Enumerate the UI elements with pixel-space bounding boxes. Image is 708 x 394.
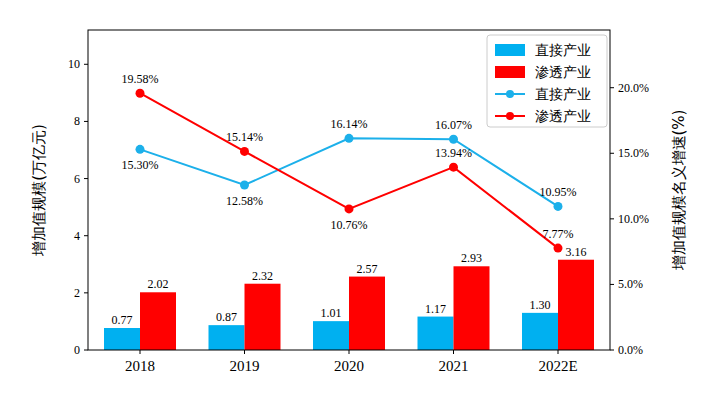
line bbox=[140, 93, 558, 248]
y-tick-label: 4 bbox=[74, 229, 80, 243]
data-label: 10.95% bbox=[540, 185, 577, 199]
bar bbox=[313, 321, 349, 350]
legend-label: 渗透产业 bbox=[535, 64, 591, 80]
x-tick bbox=[140, 350, 141, 354]
y-tick-label: 0 bbox=[74, 343, 80, 357]
y-tick bbox=[84, 178, 88, 179]
x-tick bbox=[244, 350, 245, 354]
bar bbox=[418, 317, 454, 350]
x-tick bbox=[453, 350, 454, 354]
marker bbox=[554, 244, 563, 253]
marks bbox=[104, 89, 594, 350]
plot-frame bbox=[88, 30, 610, 350]
legend-swatch bbox=[495, 44, 525, 56]
data-label: 1.01 bbox=[321, 306, 342, 320]
y2-tick bbox=[610, 87, 614, 88]
marker bbox=[136, 89, 145, 98]
legend-label: 渗透产业 bbox=[535, 108, 591, 124]
data-label: 19.58% bbox=[122, 72, 159, 86]
bar bbox=[245, 284, 281, 350]
bar bbox=[454, 266, 490, 350]
x-tick bbox=[558, 350, 559, 354]
y2-tick bbox=[610, 284, 614, 285]
y-tick-label: 2 bbox=[74, 286, 80, 300]
x-tick-label: 2021 bbox=[439, 358, 469, 374]
y2-tick-label: 5.0% bbox=[618, 277, 643, 291]
bar bbox=[209, 325, 245, 350]
x-tick-label: 2018 bbox=[125, 358, 155, 374]
bar bbox=[522, 313, 558, 350]
marker bbox=[136, 145, 145, 154]
x-tick-label: 2022E bbox=[538, 358, 577, 374]
y-tick bbox=[84, 235, 88, 236]
y2-tick bbox=[610, 153, 614, 154]
marker bbox=[449, 135, 458, 144]
line bbox=[140, 138, 558, 206]
bar bbox=[140, 292, 176, 350]
bar bbox=[349, 277, 385, 350]
legend: 直接产业渗透产业直接产业渗透产业 bbox=[487, 35, 607, 127]
legend-label: 直接产业 bbox=[535, 86, 591, 102]
x-tick bbox=[349, 350, 350, 354]
y2-tick-label: 10.0% bbox=[618, 212, 649, 226]
y2-tick-label: 20.0% bbox=[618, 81, 649, 95]
y-axis-label: 增加值规模(万亿元) bbox=[30, 124, 48, 257]
data-label: 2.93 bbox=[461, 251, 482, 265]
data-label: 16.07% bbox=[435, 118, 472, 132]
bar bbox=[558, 260, 594, 350]
x-tick-label: 2019 bbox=[230, 358, 260, 374]
y-tick-label: 6 bbox=[74, 172, 80, 186]
data-label: 15.14% bbox=[226, 130, 263, 144]
legend-marker bbox=[506, 90, 514, 98]
y-tick bbox=[84, 64, 88, 65]
data-label: 0.77 bbox=[112, 313, 133, 327]
marker bbox=[449, 163, 458, 172]
data-label: 3.16 bbox=[566, 245, 587, 259]
data-label: 7.77% bbox=[543, 227, 574, 241]
marker bbox=[554, 202, 563, 211]
data-label: 0.87 bbox=[216, 310, 237, 324]
marker bbox=[345, 134, 354, 143]
bar bbox=[104, 328, 140, 350]
x-tick-label: 2020 bbox=[334, 358, 364, 374]
legend-marker bbox=[506, 112, 514, 120]
legend-box bbox=[487, 35, 607, 127]
y-tick-label: 8 bbox=[74, 114, 80, 128]
marker bbox=[345, 204, 354, 213]
y-tick bbox=[84, 292, 88, 293]
y-tick-label: 10 bbox=[68, 57, 80, 71]
data-label: 2.32 bbox=[252, 269, 273, 283]
y2-tick-label: 0.0% bbox=[618, 343, 643, 357]
data-label: 15.30% bbox=[122, 158, 159, 172]
data-label: 10.76% bbox=[331, 218, 368, 232]
y2-tick bbox=[610, 350, 614, 351]
marker bbox=[240, 181, 249, 190]
y2-axis-label: 增加值规模名义增速(%) bbox=[670, 110, 688, 272]
data-label: 13.94% bbox=[435, 146, 472, 160]
y2-tick-label: 15.0% bbox=[618, 146, 649, 160]
legend-label: 直接产业 bbox=[535, 42, 591, 58]
y-tick bbox=[84, 350, 88, 351]
marker bbox=[240, 147, 249, 156]
chart: 0.77 0.87 1.01 1.17 1.30 2.02 2.32 2.57 2.93 3.16… bbox=[0, 0, 708, 394]
data-label: 12.58% bbox=[226, 194, 263, 208]
data-label: 2.57 bbox=[357, 262, 378, 276]
data-label: 16.14% bbox=[331, 117, 368, 131]
legend-swatch bbox=[495, 66, 525, 78]
y2-tick bbox=[610, 218, 614, 219]
data-label: 1.17 bbox=[425, 302, 446, 316]
data-label: 1.30 bbox=[530, 298, 551, 312]
y-tick bbox=[84, 121, 88, 122]
data-label: 2.02 bbox=[148, 277, 169, 291]
